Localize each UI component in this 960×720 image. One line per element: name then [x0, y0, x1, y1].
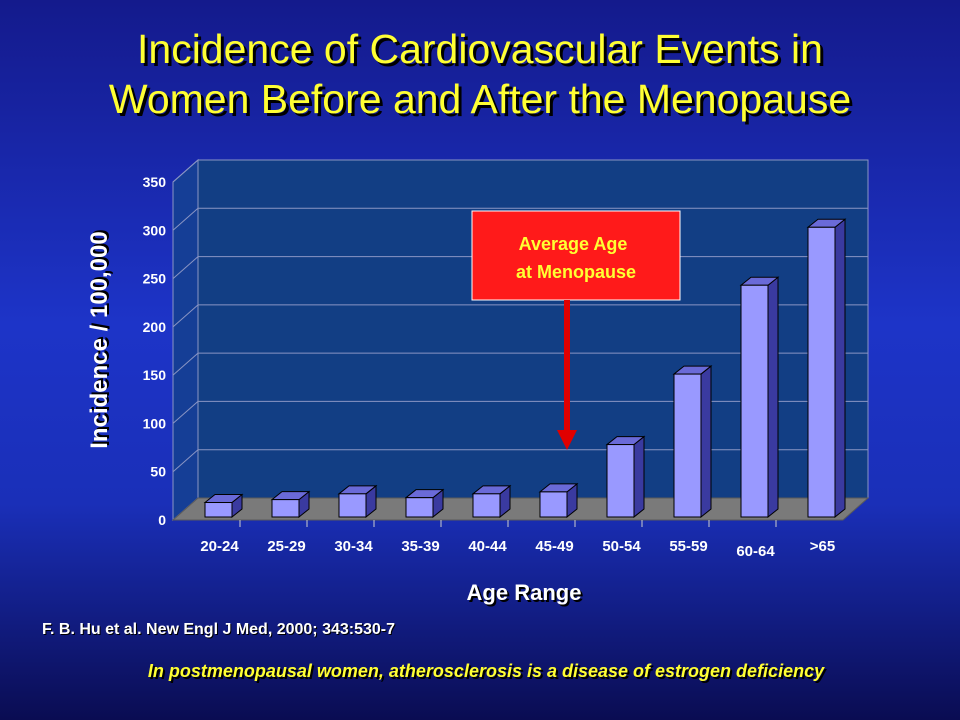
- bar-side: [633, 435, 645, 519]
- callout-line-2: at Menopause: [516, 262, 636, 282]
- y-tick-label: 350: [143, 174, 167, 190]
- gridline-side: [172, 449, 199, 473]
- y-tick-label: 0: [158, 512, 166, 528]
- bar: [673, 373, 702, 518]
- y-tick-label: 250: [143, 271, 167, 287]
- x-tick-label: 25-29: [267, 538, 305, 555]
- gridline-side: [172, 304, 199, 328]
- slide-title: Incidence of Cardiovascular Events in Wo…: [0, 24, 960, 124]
- bar: [606, 444, 635, 518]
- x-tick-label: 50-54: [602, 538, 641, 555]
- x-tick-label: 55-59: [669, 538, 707, 555]
- gridline-side: [172, 256, 199, 279]
- y-axis-title: Incidence / 100,000: [86, 231, 113, 449]
- bar: [204, 502, 233, 518]
- y-tick-label: 50: [150, 464, 166, 480]
- arrow-head: [557, 430, 577, 450]
- citation: F. B. Hu et al. New Engl J Med, 2000; 34…: [42, 621, 396, 638]
- bar-side: [700, 365, 712, 519]
- y-tick-label: 200: [143, 319, 167, 335]
- x-tick-label: >65: [810, 538, 835, 555]
- y-tick-labels: 0 50 100 150 200 250 300 350: [143, 174, 167, 528]
- arrow-shaft: [564, 300, 570, 432]
- bar: [405, 497, 434, 518]
- gridline-side: [172, 352, 199, 376]
- bar: [271, 499, 300, 518]
- bar-side: [834, 218, 846, 519]
- x-tick-label: 45-49: [535, 538, 573, 555]
- y-tick-label: 100: [143, 415, 167, 431]
- conclusion-text: In postmenopausal women, atherosclerosis…: [147, 661, 825, 681]
- bar-side: [767, 276, 779, 519]
- x-axis-title: Age Range: [466, 580, 582, 605]
- menopause-callout: Average Age at Menopause: [471, 210, 681, 450]
- bar: [539, 491, 568, 518]
- x-tick-label: 40-44: [468, 538, 507, 555]
- bar: [472, 493, 501, 518]
- gridline-side: [172, 159, 199, 183]
- bars: [203, 218, 847, 519]
- bar: [740, 284, 769, 518]
- x-tick-label: 20-24: [200, 538, 239, 555]
- x-tick-label: 30-34: [334, 538, 373, 555]
- y-tick-label: 150: [143, 367, 167, 383]
- x-tick-label: 35-39: [401, 538, 439, 555]
- gridline-side: [172, 207, 199, 231]
- plot-left-wall: [172, 158, 199, 522]
- slide-title-line-1: Incidence of Cardiovascular Events in: [137, 26, 823, 72]
- callout-box: [471, 210, 681, 301]
- x-tick-label: 60-64: [736, 543, 775, 560]
- slide-title-line-2: Women Before and After the Menopause: [108, 76, 852, 122]
- gridline-side: [172, 401, 199, 424]
- bar: [807, 226, 836, 518]
- x-tick-labels: 20-24 25-29 30-34 35-39 40-44 45-49 50-54 55-59…: [200, 520, 835, 560]
- y-tick-label: 300: [143, 222, 167, 238]
- bar: [338, 493, 367, 518]
- callout-line-1: Average Age: [519, 234, 628, 254]
